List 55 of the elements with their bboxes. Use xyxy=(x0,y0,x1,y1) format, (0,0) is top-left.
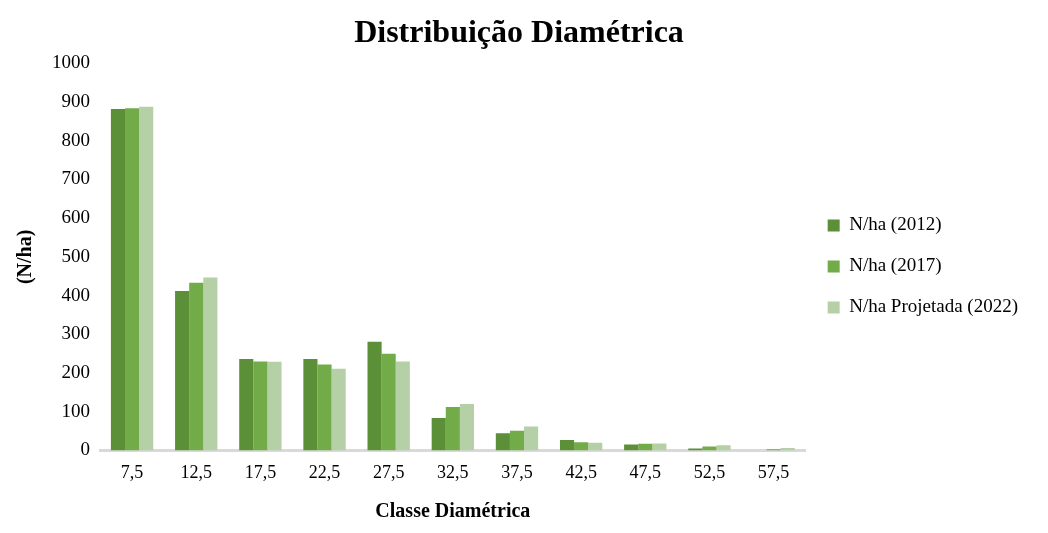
bar xyxy=(588,442,603,451)
bar xyxy=(203,277,218,451)
bar xyxy=(125,108,140,451)
bar xyxy=(267,361,282,451)
y-tick-label: 500 xyxy=(61,244,90,266)
bar xyxy=(239,359,254,451)
legend-label: N/ha (2012) xyxy=(849,213,942,236)
bar xyxy=(652,443,667,451)
y-tick-label: 200 xyxy=(61,360,90,382)
y-tick-label: 700 xyxy=(61,167,90,189)
bar xyxy=(395,361,410,451)
x-tick-label: 37,5 xyxy=(501,461,533,482)
legend-label: N/ha Projetada (2022) xyxy=(849,295,1019,318)
y-tick-label: 900 xyxy=(61,90,90,112)
x-tick-label: 57,5 xyxy=(757,461,790,482)
y-axis-title: (N/ha) xyxy=(13,229,37,285)
legend-label: N/ha (2017) xyxy=(849,254,942,277)
bar xyxy=(459,403,474,451)
bar xyxy=(110,109,126,451)
y-tick-label: 800 xyxy=(61,128,90,150)
bar xyxy=(445,407,460,451)
x-tick-label: 7,5 xyxy=(120,461,144,482)
bar xyxy=(381,353,396,451)
x-tick-label: 17,5 xyxy=(244,461,277,482)
bar xyxy=(331,368,346,451)
bar xyxy=(317,364,332,451)
y-tick-label: 600 xyxy=(61,206,90,228)
y-tick-label: 100 xyxy=(61,399,90,421)
bar xyxy=(431,417,446,451)
y-tick-label: 400 xyxy=(61,283,90,305)
x-tick-label: 22,5 xyxy=(308,461,341,482)
y-tick-label: 1000 xyxy=(52,51,90,73)
bar xyxy=(253,361,268,451)
x-tick-label: 52,5 xyxy=(693,461,726,482)
bar xyxy=(559,439,575,451)
bar xyxy=(495,433,510,451)
x-tick-label: 42,5 xyxy=(565,461,597,482)
bar xyxy=(524,426,539,451)
x-tick-label: 12,5 xyxy=(180,461,212,482)
y-tick-label: 300 xyxy=(61,322,90,344)
y-tick-label: 0 xyxy=(80,438,90,460)
bar xyxy=(638,443,653,451)
x-tick-label: 47,5 xyxy=(629,461,662,482)
bar xyxy=(175,290,190,451)
bar xyxy=(367,341,382,451)
bar xyxy=(509,430,525,451)
x-tick-label: 27,5 xyxy=(372,461,405,482)
bar xyxy=(716,445,731,451)
bar xyxy=(189,282,204,451)
bar xyxy=(574,442,589,451)
bar xyxy=(303,359,318,451)
bar xyxy=(139,106,154,451)
x-axis-title: Classe Diamétrica xyxy=(375,499,531,522)
x-tick-label: 32,5 xyxy=(437,461,469,482)
chart-title: Distribuição Diamétrica xyxy=(354,13,684,50)
